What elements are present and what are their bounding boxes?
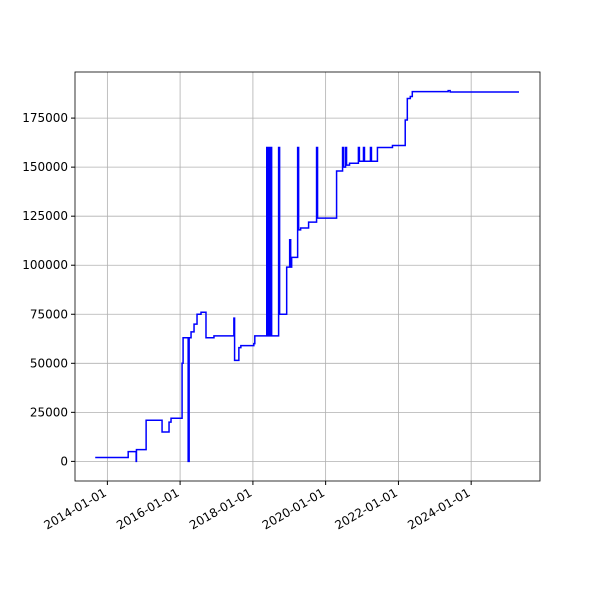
y-tick-label: 50000 [30,356,68,370]
y-tick-label: 150000 [22,160,68,174]
data-line [95,89,519,463]
x-tick-label: 2022-01-01 [333,485,400,532]
y-tick-label: 25000 [30,405,68,419]
y-tick-label: 0 [60,454,68,468]
plot-frame [74,71,541,482]
x-tick-label: 2014-01-01 [41,485,108,532]
y-tick-label: 175000 [22,111,68,125]
y-tick-label: 100000 [22,258,68,272]
x-tick-label: 2018-01-01 [187,485,254,532]
x-tick-label: 2016-01-01 [114,485,181,532]
y-tick-label: 125000 [22,209,68,223]
x-tick-label: 2024-01-01 [405,485,472,532]
x-tick-label: 2020-01-01 [260,485,327,532]
y-tick-label: 75000 [30,307,68,321]
